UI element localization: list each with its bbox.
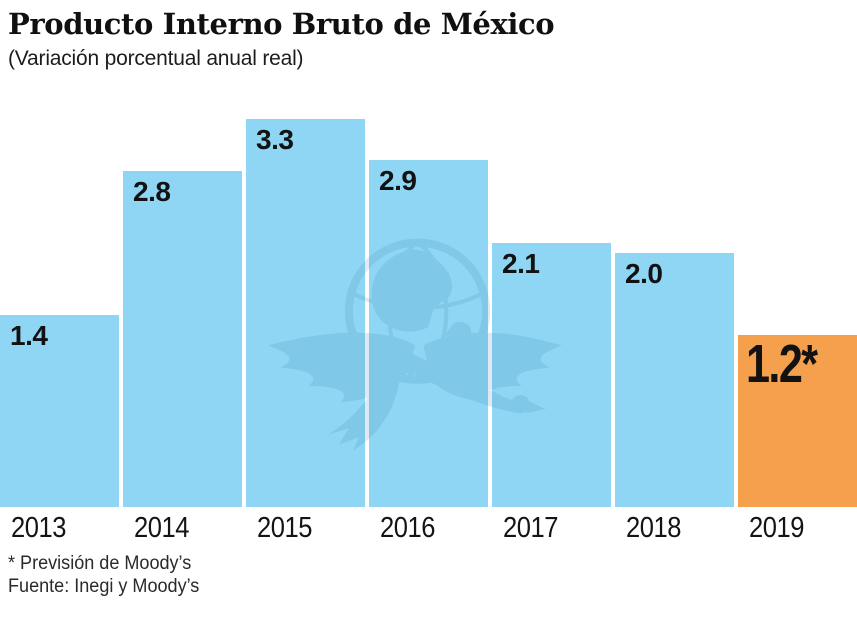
x-tick-2019: 2019 <box>749 512 805 544</box>
chart-subtitle: (Variación porcentual anual real) <box>8 47 304 71</box>
source-credit: Fuente: Inegi y Moody’s <box>8 576 200 597</box>
chart-title: Producto Interno Bruto de México <box>8 7 555 41</box>
bar-2013: 1.4 <box>0 315 119 507</box>
bar-value-label-2018: 2.0 <box>625 258 663 289</box>
bar-2019: 1.2* <box>738 335 857 507</box>
x-axis-labels: 2013 2014 2015 2016 2017 2018 2019 <box>0 507 857 547</box>
bar-2016: 2.9 <box>369 160 488 507</box>
bar-value-label-2016: 2.9 <box>379 165 417 196</box>
x-tick-2014: 2014 <box>134 512 190 544</box>
footnote: * Previsión de Moody’s <box>8 553 192 574</box>
x-tick-2017: 2017 <box>503 512 559 544</box>
chart-footer: * Previsión de Moody’s Fuente: Inegi y M… <box>8 552 199 598</box>
bar-value-label-2017: 2.1 <box>502 248 540 279</box>
bar-2014: 2.8 <box>123 171 242 507</box>
x-tick-2013: 2013 <box>11 512 67 544</box>
bar-2017: 2.1 <box>492 243 611 507</box>
bar-2015: 3.3 <box>246 119 365 507</box>
bar-value-label-2013: 1.4 <box>10 320 48 351</box>
bar-value-label-2014: 2.8 <box>133 176 171 207</box>
bar-2018: 2.0 <box>615 253 734 507</box>
x-tick-2016: 2016 <box>380 512 436 544</box>
bar-value-label-2019: 1.2* <box>746 334 818 394</box>
x-tick-2018: 2018 <box>626 512 682 544</box>
bar-value-label-2015: 3.3 <box>256 124 294 155</box>
x-tick-2015: 2015 <box>257 512 313 544</box>
chart-header: Producto Interno Bruto de México (Variac… <box>8 7 555 71</box>
bar-chart-plot-area: 1.2* 2.0 2.1 2.9 3.3 2.8 1.4 <box>0 119 857 507</box>
